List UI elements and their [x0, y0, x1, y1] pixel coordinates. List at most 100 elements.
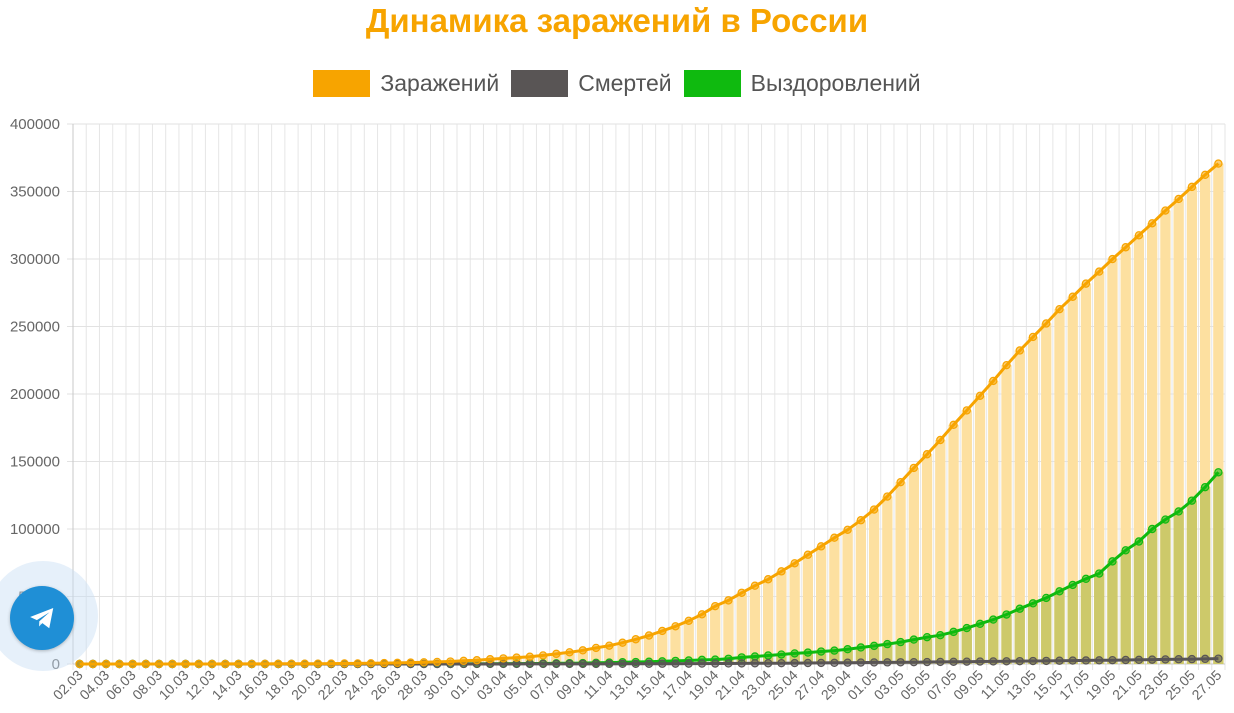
- legend-swatch-deaths: [511, 70, 569, 97]
- point-series-1: [1214, 654, 1223, 663]
- point-series-2: [936, 631, 945, 640]
- point-series-1: [1147, 655, 1157, 664]
- bar-recoveries: [921, 637, 933, 664]
- point-series-1: [1068, 656, 1077, 665]
- point-series-1: [830, 658, 839, 668]
- point-series-0: [432, 657, 442, 667]
- point-series-2: [1028, 599, 1038, 608]
- bar-infections: [670, 626, 681, 664]
- bar-recoveries: [1186, 500, 1198, 664]
- bar-recoveries: [1067, 584, 1078, 664]
- point-series-2: [896, 637, 905, 647]
- point-series-1: [525, 659, 535, 669]
- point-series-0: [260, 659, 270, 669]
- point-series-1: [883, 658, 892, 667]
- legend-item-infections[interactable]: Заражений: [313, 70, 499, 97]
- bar-recoveries: [829, 650, 840, 664]
- bar-recoveries: [1094, 573, 1105, 664]
- point-series-1: [843, 658, 852, 667]
- legend-swatch-recoveries: [683, 70, 741, 97]
- legend-label-infections: Заражений: [380, 70, 500, 96]
- x-tick-label: 09.05: [950, 667, 986, 703]
- bar-recoveries: [855, 647, 867, 664]
- point-series-2: [1121, 546, 1130, 555]
- point-series-1: [936, 657, 945, 667]
- point-series-1: [777, 658, 786, 668]
- bar-recoveries: [882, 644, 893, 664]
- x-tick-label: 05.05: [897, 667, 933, 703]
- point-series-0: [300, 659, 309, 668]
- bar-infections: [1120, 247, 1131, 665]
- point-series-1: [538, 659, 548, 669]
- bar-recoveries: [1133, 541, 1145, 664]
- telegram-share-button[interactable]: [10, 586, 74, 650]
- bar-infections: [604, 645, 615, 664]
- bar-infections: [895, 482, 906, 664]
- point-series-0: [247, 659, 256, 669]
- point-series-1: [962, 657, 971, 666]
- bar-infections: [789, 563, 800, 664]
- bar-recoveries: [1041, 597, 1052, 664]
- x-tick-label: 29.04: [818, 667, 854, 703]
- point-series-0: [1134, 231, 1144, 240]
- point-series-1: [1200, 654, 1210, 664]
- bar-infections: [921, 454, 933, 664]
- bar-infections: [590, 647, 602, 664]
- point-series-0: [234, 659, 243, 669]
- point-series-0: [313, 659, 323, 668]
- point-series-1: [684, 659, 693, 668]
- point-series-0: [274, 659, 283, 669]
- point-series-0: [393, 658, 402, 668]
- legend-item-deaths[interactable]: Смертей: [511, 70, 672, 97]
- bar-infections: [1173, 198, 1184, 664]
- point-series-0: [154, 659, 164, 669]
- point-series-2: [1042, 593, 1051, 603]
- point-series-2: [1161, 515, 1170, 524]
- point-series-0: [141, 659, 151, 669]
- point-series-0: [830, 533, 839, 542]
- bar-infections: [551, 653, 562, 664]
- bar-infections: [948, 424, 959, 664]
- point-series-0: [936, 435, 945, 445]
- bar-infections: [1041, 323, 1052, 664]
- point-series-1: [816, 658, 826, 668]
- x-tick-label: 13.04: [606, 667, 642, 703]
- point-series-0: [525, 652, 535, 661]
- x-tick-label: 26.03: [367, 667, 403, 703]
- point-series-0: [711, 601, 720, 611]
- point-series-2: [803, 648, 813, 657]
- point-series-1: [989, 657, 998, 666]
- x-tick-label: 19.05: [1082, 667, 1118, 703]
- point-series-0: [366, 659, 376, 668]
- bar-infections: [882, 496, 893, 664]
- point-series-2: [1174, 507, 1183, 516]
- point-series-0: [485, 655, 495, 664]
- bar-infections: [710, 606, 721, 664]
- point-series-0: [406, 658, 415, 667]
- point-series-1: [909, 657, 919, 667]
- point-series-1: [1028, 656, 1038, 666]
- x-tick-label: 16.03: [235, 667, 271, 703]
- point-series-1: [671, 659, 680, 668]
- bar-infections: [829, 537, 840, 664]
- bar-infections: [1160, 210, 1171, 664]
- bar-recoveries: [1080, 578, 1092, 664]
- y-tick-label: 100000: [10, 521, 60, 538]
- point-series-1: [896, 658, 905, 667]
- x-tick-label: 18.03: [262, 667, 298, 703]
- point-series-0: [989, 376, 998, 386]
- point-series-1: [763, 659, 773, 668]
- bar-infections: [643, 635, 655, 664]
- point-series-0: [949, 420, 958, 430]
- bar-recoveries: [868, 645, 880, 664]
- bar-infections: [564, 652, 575, 664]
- legend-item-recoveries[interactable]: Выздоровлений: [683, 70, 921, 97]
- point-series-0: [1055, 304, 1064, 314]
- point-series-0: [684, 616, 693, 625]
- point-series-0: [1002, 360, 1011, 370]
- x-tick-label: 07.05: [924, 667, 960, 703]
- y-tick-label: 250000: [10, 319, 60, 336]
- bar-recoveries: [1014, 608, 1025, 664]
- bar-infections: [1001, 365, 1012, 664]
- point-series-1: [1095, 656, 1104, 665]
